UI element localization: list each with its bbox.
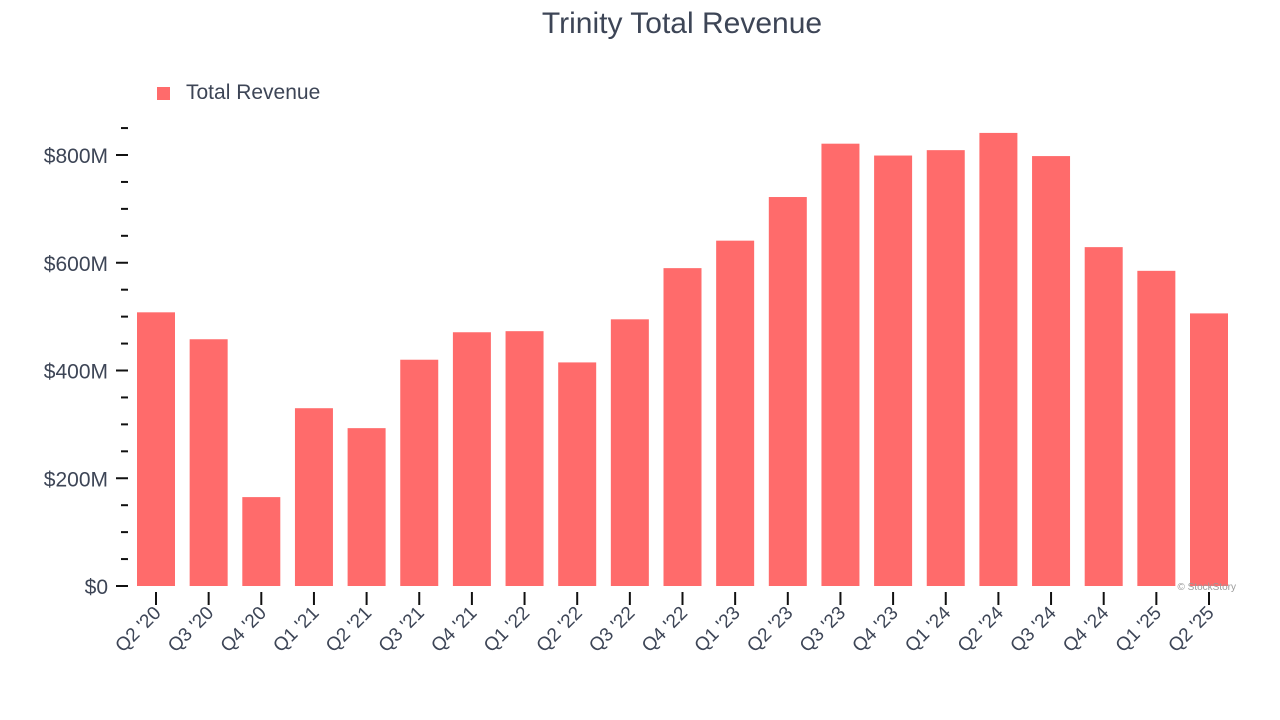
x-tick-label: Q2 '21	[322, 603, 376, 657]
bar	[979, 132, 1018, 586]
x-tick-label: Q2 '20	[112, 603, 166, 657]
x-tick-label: Q1 '25	[1112, 603, 1166, 657]
x-tick-label: Q3 '22	[585, 603, 639, 657]
legend: Total Revenue	[157, 81, 320, 104]
x-tick-label: Q2 '23	[743, 603, 797, 657]
x-tick-label: Q4 '20	[217, 603, 271, 657]
x-tick-label: Q4 '24	[1059, 602, 1113, 656]
x-tick-label: Q4 '21	[427, 603, 481, 657]
x-tick-label: Q3 '21	[375, 603, 429, 657]
watermark: © StockStory	[1178, 582, 1237, 593]
bar	[505, 331, 544, 586]
bar	[1032, 156, 1071, 586]
y-tick-label: $600M	[44, 253, 108, 276]
x-tick-label: Q1 '21	[269, 603, 323, 657]
x-tick-label: Q3 '24	[1007, 602, 1061, 656]
bar	[1190, 313, 1228, 586]
bar	[716, 240, 755, 586]
bar	[558, 362, 597, 586]
bar	[400, 359, 439, 586]
x-tick-label: Q2 '25	[1165, 603, 1219, 657]
x-tick-label: Q3 '20	[164, 603, 218, 657]
x-tick-label: Q1 '22	[480, 603, 534, 657]
bar	[610, 319, 649, 586]
bar	[137, 312, 175, 586]
bar	[821, 143, 860, 586]
bar	[294, 408, 333, 586]
y-tick-label: $400M	[44, 361, 108, 384]
x-tick-label: Q4 '22	[638, 603, 692, 657]
x-tick-label: Q2 '24	[954, 602, 1008, 656]
x-tick-label: Q4 '23	[849, 603, 903, 657]
bar	[242, 497, 281, 586]
legend-swatch	[157, 87, 170, 100]
x-tick-label: Q3 '23	[796, 603, 850, 657]
bar	[1084, 247, 1123, 586]
x-tick-label: Q1 '24	[901, 602, 955, 656]
y-axis: $0 $200M $400M $600M $800M	[44, 127, 128, 599]
bar	[347, 428, 386, 586]
chart-title: Trinity Total Revenue	[542, 7, 822, 40]
y-tick-label: $0	[85, 576, 108, 599]
bars	[137, 132, 1228, 586]
bar	[768, 197, 807, 586]
bar	[874, 155, 913, 586]
bar	[189, 339, 228, 586]
bar	[663, 268, 702, 586]
x-tick-label: Q1 '23	[691, 603, 745, 657]
y-tick-label: $800M	[44, 145, 108, 168]
bar	[452, 332, 491, 586]
x-tick-label: Q2 '22	[533, 603, 587, 657]
bar	[926, 150, 965, 586]
y-tick-label: $200M	[44, 468, 108, 491]
legend-label: Total Revenue	[186, 81, 320, 104]
bar	[1137, 270, 1176, 586]
